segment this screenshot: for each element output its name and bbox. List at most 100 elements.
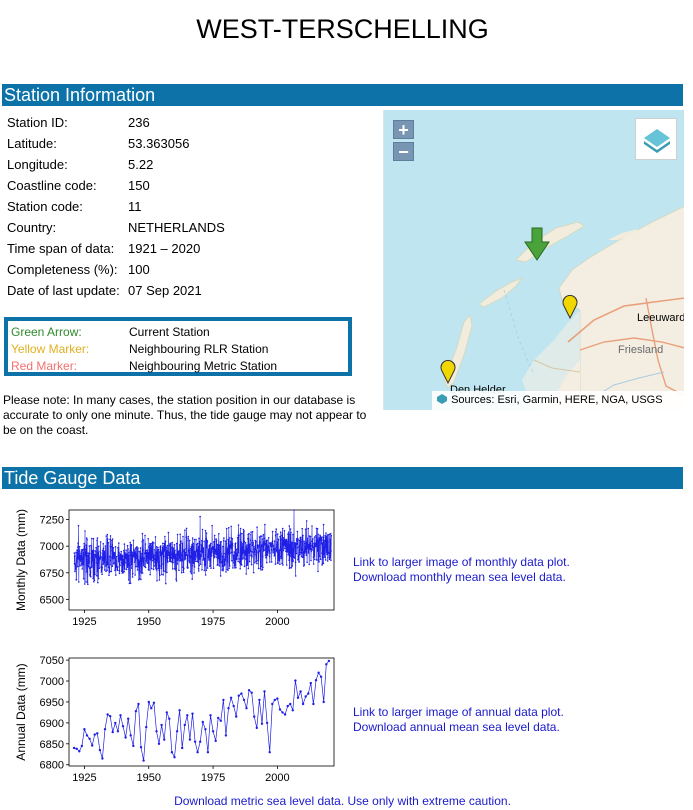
y-tick-label: 7250 xyxy=(40,515,64,527)
station-info-table: Station ID: 236 Latitude: 53.363056 Longitud… xyxy=(4,112,228,301)
data-point xyxy=(155,730,158,733)
data-point xyxy=(221,555,224,557)
data-point xyxy=(193,572,195,574)
data-point xyxy=(187,550,190,553)
data-point xyxy=(175,542,178,545)
data-point xyxy=(177,551,180,554)
globe-icon xyxy=(437,394,447,404)
data-point xyxy=(164,540,167,542)
data-point xyxy=(187,537,189,540)
data-point xyxy=(316,528,319,530)
data-point xyxy=(174,549,176,552)
station-info-label: Country: xyxy=(7,220,57,235)
data-point xyxy=(160,573,163,576)
station-info-value: 07 Sep 2021 xyxy=(128,283,202,298)
monthly-plot-link[interactable]: Link to larger image of monthly data plo… xyxy=(353,555,570,569)
data-point xyxy=(240,556,243,559)
data-point xyxy=(165,554,167,557)
data-point xyxy=(250,563,253,566)
data-point xyxy=(282,564,284,566)
station-map[interactable]: + − Leeuwarden Friesland Den Helder Sour… xyxy=(383,110,684,410)
data-point xyxy=(132,539,135,542)
annual-data-link[interactable]: Download annual mean sea level data. xyxy=(353,720,560,734)
tide-gauge-header: Tide Gauge Data xyxy=(2,467,683,489)
data-point xyxy=(241,558,244,560)
metric-data-link[interactable]: Download metric sea level data. Use only… xyxy=(174,794,511,808)
data-point xyxy=(303,540,305,543)
data-point xyxy=(167,531,170,534)
monthly-data-link[interactable]: Download monthly mean sea level data. xyxy=(353,570,566,584)
data-point xyxy=(268,751,271,754)
yellow-marker-den-helder[interactable] xyxy=(440,360,456,384)
data-point xyxy=(242,557,245,559)
data-point xyxy=(243,530,245,532)
data-point xyxy=(135,554,138,556)
data-point xyxy=(327,534,330,536)
data-point xyxy=(274,563,277,565)
data-point xyxy=(166,561,169,563)
data-point xyxy=(75,578,78,581)
data-point xyxy=(158,565,160,567)
x-tick-label: 1975 xyxy=(201,772,225,784)
data-point xyxy=(207,555,209,558)
data-point xyxy=(199,740,202,743)
data-point xyxy=(292,533,294,536)
green-arrow-marker[interactable] xyxy=(524,226,550,262)
data-point xyxy=(73,555,76,557)
y-tick-label: 6850 xyxy=(40,739,64,751)
data-point xyxy=(90,544,92,547)
data-point xyxy=(188,560,190,562)
data-point xyxy=(128,582,131,585)
data-point xyxy=(104,556,106,558)
yellow-marker[interactable] xyxy=(562,295,578,319)
data-point xyxy=(163,738,166,741)
data-point xyxy=(168,551,170,554)
data-point xyxy=(111,565,114,567)
data-point xyxy=(311,540,313,542)
data-point xyxy=(199,557,201,559)
data-point xyxy=(120,550,122,553)
data-point xyxy=(285,538,288,541)
data-point xyxy=(275,546,278,548)
data-point xyxy=(325,551,328,554)
data-point xyxy=(170,553,173,555)
annual-plot-link[interactable]: Link to larger image of annual data plot… xyxy=(353,705,564,719)
data-point xyxy=(159,574,161,577)
data-point xyxy=(230,547,232,549)
data-point xyxy=(246,544,248,546)
data-point xyxy=(75,551,77,554)
legend-key: Yellow Marker: xyxy=(11,342,90,356)
data-point xyxy=(249,539,252,541)
data-point xyxy=(75,563,77,566)
data-point xyxy=(194,554,197,556)
zoom-in-button[interactable]: + xyxy=(393,120,414,139)
data-point xyxy=(310,559,312,562)
data-point xyxy=(249,554,251,557)
data-point xyxy=(96,537,99,539)
data-point xyxy=(234,542,237,544)
data-point xyxy=(257,567,260,570)
data-point xyxy=(124,736,127,739)
data-point xyxy=(114,552,116,554)
data-point xyxy=(250,534,252,536)
data-point xyxy=(144,566,147,569)
data-point xyxy=(269,561,271,563)
data-point xyxy=(295,552,298,555)
data-point xyxy=(120,557,122,559)
data-point xyxy=(223,552,225,555)
data-point xyxy=(276,550,278,553)
data-point xyxy=(91,549,94,552)
station-info-value: 150 xyxy=(128,178,150,193)
data-point xyxy=(218,565,221,567)
data-point xyxy=(107,563,109,566)
data-point xyxy=(93,579,96,582)
data-point xyxy=(126,544,129,547)
data-point xyxy=(260,722,264,725)
data-point xyxy=(107,541,110,544)
data-point xyxy=(175,580,178,582)
data-point xyxy=(174,556,176,558)
data-point xyxy=(288,539,290,541)
zoom-out-button[interactable]: − xyxy=(393,142,414,161)
layers-button[interactable] xyxy=(635,118,677,160)
data-point xyxy=(273,548,275,551)
